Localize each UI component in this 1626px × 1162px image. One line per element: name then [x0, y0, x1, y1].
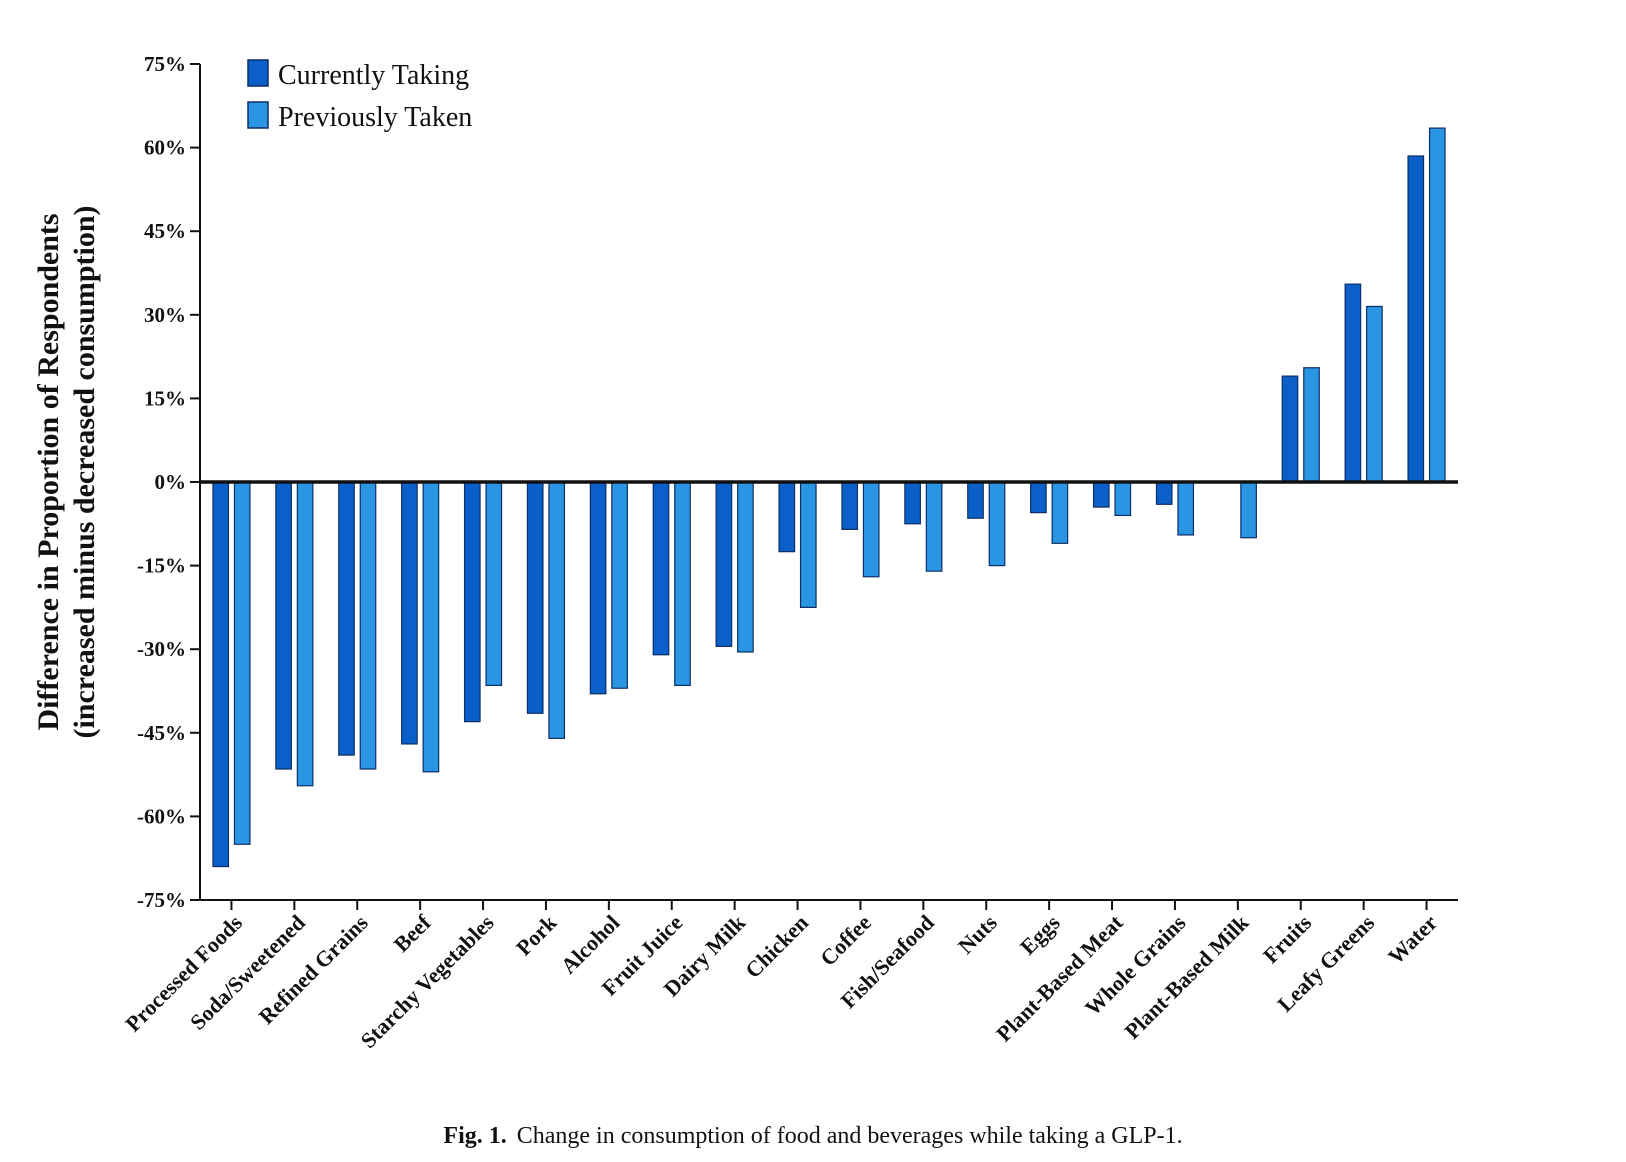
- axes-layer: [199, 64, 1458, 901]
- bar-previously-18: [1366, 305, 1383, 483]
- caption-label: Fig. 1.: [443, 1123, 507, 1149]
- legend-label-previously: Previously Taken: [278, 102, 472, 133]
- bar-currently-3: [401, 481, 418, 745]
- x-category-label: Chicken: [740, 910, 813, 983]
- y-axis-label-line1: Difference in Proportion of Respondents: [32, 213, 65, 730]
- bar-previously-2: [359, 481, 377, 770]
- bar-currently-19: [1407, 155, 1425, 483]
- bar-previously-7: [674, 481, 691, 687]
- legend: Currently Taking Previously Taken: [247, 59, 472, 133]
- y-tick-label: 45%: [144, 219, 186, 243]
- bar-previously-15: [1177, 481, 1195, 536]
- y-tick-label: 15%: [144, 386, 186, 410]
- bar-previously-9: [799, 481, 817, 609]
- legend-swatch-currently: [247, 59, 269, 87]
- bar-chart: 75% 60% 45% 30% 15% 0% -15% -30% -45% -60% -75% Pr…: [32, 52, 1458, 1053]
- y-tick-label: -15%: [137, 554, 186, 578]
- bar-previously-14: [1114, 481, 1132, 517]
- y-tick-label: -75%: [137, 888, 186, 912]
- y-tick-label: -60%: [137, 804, 186, 828]
- bar-currently-17: [1281, 375, 1299, 483]
- bar-currently-6: [589, 481, 607, 695]
- x-category-label: Fruits: [1258, 910, 1317, 969]
- y-tick-label: 30%: [144, 303, 186, 327]
- bar-previously-1: [296, 481, 314, 787]
- bar-previously-13: [1051, 481, 1069, 544]
- bar-previously-4: [485, 481, 503, 687]
- x-category-label: Water: [1383, 910, 1442, 969]
- chart-figure: 75% 60% 45% 30% 15% 0% -15% -30% -45% -60% -75% Pr…: [32, 52, 1458, 1053]
- x-category-label: Pork: [511, 909, 562, 960]
- bar-currently-7: [652, 481, 670, 656]
- bar-currently-18: [1344, 283, 1362, 483]
- bar-currently-4: [463, 481, 481, 723]
- bars-layer: [212, 127, 1446, 868]
- bar-currently-2: [338, 481, 355, 756]
- bar-currently-5: [526, 481, 544, 714]
- bar-previously-6: [611, 481, 628, 689]
- y-tick-label: 60%: [144, 136, 186, 160]
- ticks-layer: 75% 60% 45% 30% 15% 0% -15% -30% -45% -60% -75%: [137, 52, 1428, 912]
- bar-currently-15: [1155, 481, 1173, 505]
- x-category-label: Nuts: [953, 910, 1002, 959]
- bar-currently-8: [715, 481, 733, 648]
- bar-currently-12: [967, 481, 984, 519]
- y-tick-label: 0%: [155, 470, 187, 494]
- x-category-label: Coffee: [815, 910, 876, 971]
- x-category-label: Soda/Sweetened: [185, 910, 310, 1035]
- bar-previously-12: [988, 481, 1006, 567]
- bar-currently-14: [1092, 481, 1110, 508]
- bar-previously-0: [233, 481, 251, 845]
- x-category-label: Beef: [389, 909, 437, 957]
- bar-previously-8: [737, 481, 754, 653]
- x-category-label: Eggs: [1015, 910, 1065, 960]
- y-axis-label-line2: (increased minus decreased consumption): [68, 205, 101, 738]
- bar-currently-11: [904, 481, 921, 525]
- bar-previously-3: [422, 481, 440, 773]
- bar-previously-17: [1303, 367, 1320, 483]
- bar-previously-5: [548, 481, 566, 739]
- bar-currently-13: [1030, 481, 1047, 514]
- bar-currently-1: [275, 481, 292, 770]
- y-tick-label: -45%: [137, 721, 186, 745]
- bar-previously-16: [1240, 481, 1257, 539]
- x-category-label: Refined Grains: [254, 910, 374, 1030]
- y-tick-label: -30%: [137, 637, 186, 661]
- bar-currently-0: [212, 481, 230, 868]
- caption-text: Change in consumption of food and bevera…: [516, 1123, 1183, 1149]
- bar-currently-10: [841, 481, 859, 530]
- bar-previously-11: [925, 481, 943, 572]
- legend-swatch-previously: [247, 101, 269, 129]
- legend-label-currently: Currently Taking: [278, 60, 469, 91]
- bar-previously-10: [862, 481, 880, 578]
- y-tick-label: 75%: [144, 52, 186, 76]
- bar-previously-19: [1428, 127, 1446, 483]
- figure-caption: Fig. 1. Change in consumption of food and…: [0, 1123, 1626, 1150]
- bar-currently-9: [778, 481, 796, 553]
